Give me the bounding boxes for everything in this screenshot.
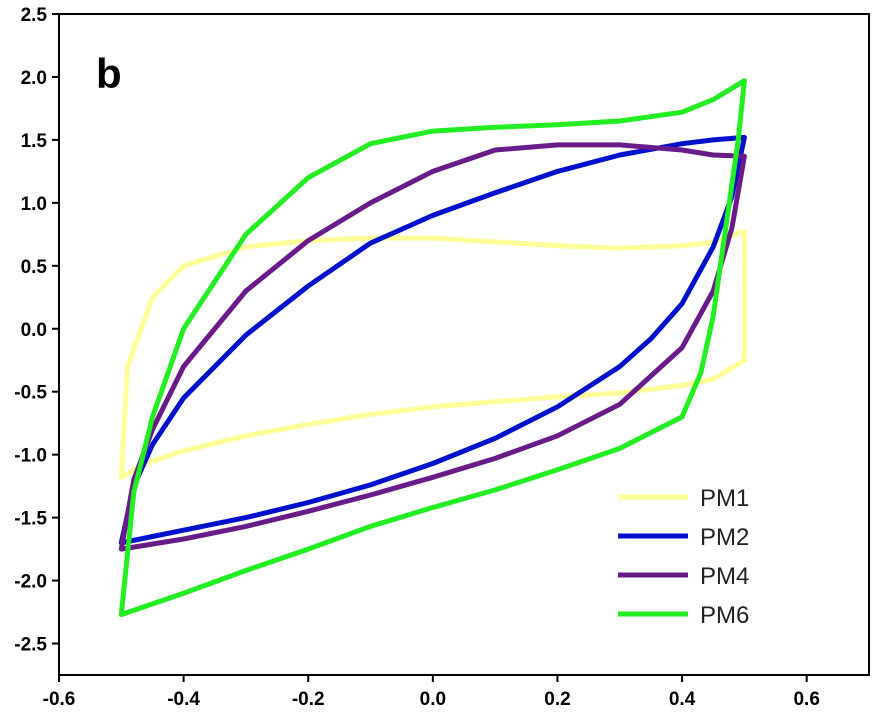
y-tick-label: 0.0 <box>21 320 47 341</box>
legend-label-pm1: PM1 <box>700 485 749 512</box>
y-tick-label: 1.5 <box>21 131 48 152</box>
panel-label: b <box>96 50 122 97</box>
x-tick-label: -0.2 <box>292 689 325 710</box>
y-tick-label: 0.5 <box>21 257 48 278</box>
x-tick-label: -0.6 <box>43 689 76 710</box>
series-pm6-line <box>118 78 747 618</box>
x-tick-label: 0.6 <box>793 689 819 710</box>
plot-frame <box>58 13 870 676</box>
y-tick-label: 2.0 <box>21 68 47 89</box>
y-tick-label: -1.0 <box>14 446 47 467</box>
y-tick-label: -2.0 <box>14 572 47 593</box>
y-tick-label: -2.5 <box>14 635 47 656</box>
legend-label-pm6: PM6 <box>700 602 749 629</box>
legend-label-pm2: PM2 <box>700 524 749 551</box>
series-pm4-line <box>118 142 747 552</box>
series-pm2-line <box>118 134 747 546</box>
y-tick-label: -1.5 <box>14 509 47 530</box>
x-tick-label: 0.0 <box>420 689 446 710</box>
series-layer <box>118 78 747 618</box>
legend-label-pm4: PM4 <box>700 563 749 590</box>
y-tick-label: 2.5 <box>21 5 48 26</box>
y-tick-label: 1.0 <box>21 194 47 215</box>
x-tick-label: 0.2 <box>544 689 570 710</box>
x-tick-label: -0.4 <box>167 689 200 710</box>
x-tick-label: 0.4 <box>669 689 696 710</box>
series-pm1-line <box>118 229 747 480</box>
legend: PM1 PM2 PM4 PM6 <box>618 485 749 629</box>
y-tick-label: -0.5 <box>14 383 47 404</box>
axis-ticks: -0.6 -0.4 -0.2 0.0 0.2 0.4 0.6 -2.5 -2.0 -1.5 -1.0… <box>14 5 820 710</box>
